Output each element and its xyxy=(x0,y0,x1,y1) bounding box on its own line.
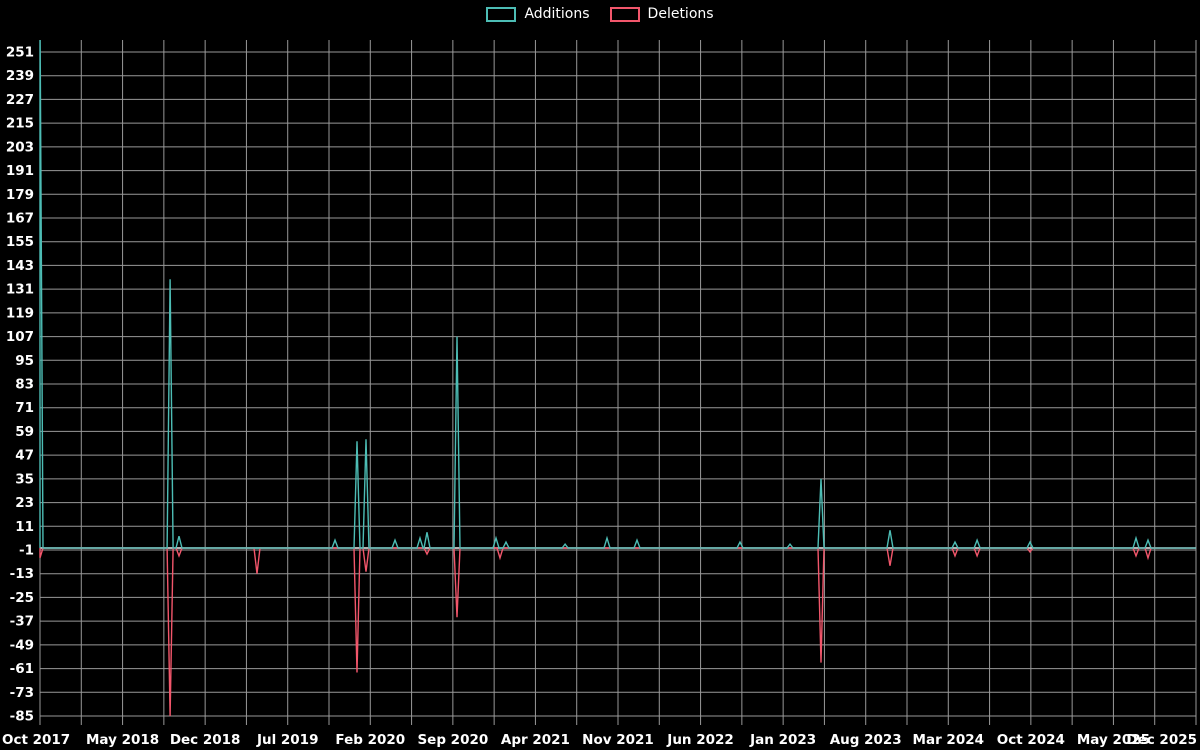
y-tick-label: -85 xyxy=(10,709,34,725)
y-tick-label: -49 xyxy=(10,637,34,653)
y-tick-label: 143 xyxy=(6,258,34,274)
y-tick-label: 59 xyxy=(15,424,34,440)
y-tick-label: 107 xyxy=(6,329,34,345)
y-tick-label: 191 xyxy=(6,163,34,179)
x-tick-label: Nov 2021 xyxy=(582,732,654,748)
deletions-legend-label: Deletions xyxy=(647,6,714,22)
y-tick-label: -37 xyxy=(10,614,34,630)
y-tick-label: 155 xyxy=(6,234,34,250)
y-tick-label: -25 xyxy=(10,590,34,606)
additions-series-line xyxy=(39,40,1197,549)
x-tick-label: Jun 2022 xyxy=(666,732,734,748)
x-tick-label: Jul 2019 xyxy=(256,732,319,748)
y-tick-label: 131 xyxy=(6,282,34,298)
y-tick-label: 119 xyxy=(6,305,34,321)
x-tick-label: Dec 2018 xyxy=(170,732,241,748)
x-tick-label: Sep 2020 xyxy=(417,732,488,748)
x-tick-label: Oct 2024 xyxy=(997,732,1065,748)
deletions-legend-swatch xyxy=(609,6,640,22)
y-tick-label: 11 xyxy=(15,519,34,535)
y-tick-label: 71 xyxy=(15,400,34,416)
y-tick-label: 167 xyxy=(6,211,34,227)
y-tick-label: 215 xyxy=(6,116,34,132)
y-tick-label: 47 xyxy=(15,448,34,464)
additions-legend-swatch xyxy=(486,6,517,22)
y-tick-label: 83 xyxy=(15,377,34,393)
additions-legend-label: Additions xyxy=(524,6,590,22)
legend-item-additions[interactable]: Additions xyxy=(486,6,590,22)
y-tick-label: 227 xyxy=(6,92,34,108)
x-tick-label: Jan 2023 xyxy=(749,732,816,748)
x-tick-label: Oct 2017 xyxy=(2,732,70,748)
y-tick-label: -73 xyxy=(10,685,34,701)
x-tick-label: Dec 2025 xyxy=(1126,732,1197,748)
y-tick-label: -1 xyxy=(19,543,34,559)
chart-legend: Additions Deletions xyxy=(0,6,1200,22)
x-tick-label: Aug 2023 xyxy=(830,732,902,748)
y-tick-label: 35 xyxy=(15,471,34,487)
x-tick-label: Feb 2020 xyxy=(335,732,405,748)
y-tick-label: 251 xyxy=(6,45,34,61)
y-tick-label: 203 xyxy=(6,139,34,155)
x-tick-label: Mar 2024 xyxy=(913,732,984,748)
x-tick-label: Apr 2021 xyxy=(501,732,570,748)
x-tick-label: May 2018 xyxy=(86,732,159,748)
x-tick-label: May 2025 xyxy=(1077,732,1150,748)
legend-item-deletions[interactable]: Deletions xyxy=(609,6,714,22)
y-tick-label: 23 xyxy=(15,495,34,511)
y-tick-label: 95 xyxy=(15,353,34,369)
y-tick-label: -13 xyxy=(10,566,34,582)
y-tick-label: 239 xyxy=(6,68,34,84)
y-tick-label: 179 xyxy=(6,187,34,203)
y-tick-label: -61 xyxy=(10,661,34,677)
